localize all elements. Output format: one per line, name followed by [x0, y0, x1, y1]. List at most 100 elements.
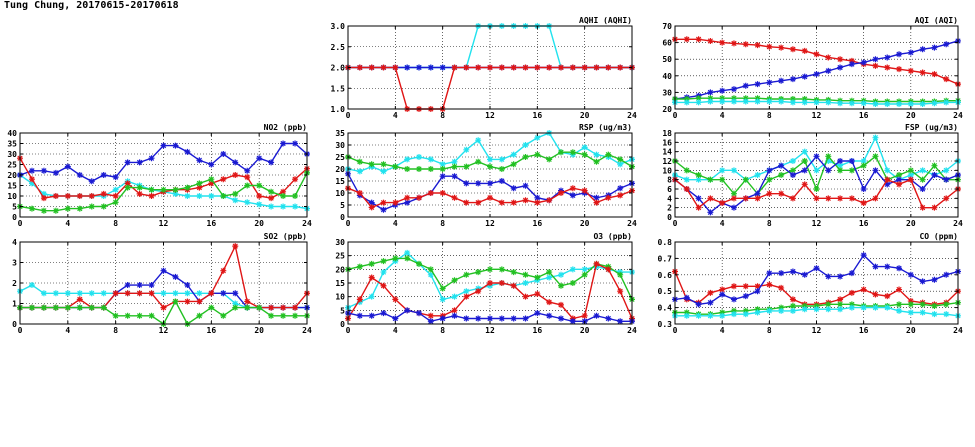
data-point-green — [40, 207, 47, 214]
data-point-red — [487, 64, 493, 71]
data-point-cyan — [754, 309, 761, 316]
data-point-cyan — [742, 311, 749, 318]
data-point-red — [801, 47, 808, 54]
data-point-cyan — [510, 151, 517, 158]
x-tick-label: 24 — [953, 326, 963, 335]
data-point-blue — [196, 157, 203, 164]
chart-title: CO (ppm) — [919, 232, 958, 241]
data-point-blue — [534, 194, 541, 201]
data-point-blue — [64, 163, 71, 170]
data-point-green — [569, 149, 576, 156]
data-point-red — [766, 281, 773, 288]
data-point-cyan — [683, 176, 690, 183]
x-tick-label: 8 — [113, 326, 118, 335]
data-point-green — [617, 156, 624, 163]
data-point-red — [848, 195, 855, 202]
x-tick-label: 8 — [440, 219, 445, 228]
data-point-red — [368, 204, 375, 211]
data-point-red — [232, 172, 239, 178]
data-point-green — [88, 203, 95, 210]
data-point-green — [52, 207, 59, 214]
data-point-blue — [695, 195, 702, 202]
data-point-blue — [475, 180, 482, 187]
x-tick-label: 12 — [485, 219, 495, 228]
data-point-red — [907, 298, 914, 305]
data-point-blue — [848, 158, 855, 164]
data-point-blue — [931, 172, 938, 178]
data-point-cyan — [742, 98, 749, 105]
data-point-green — [64, 304, 71, 311]
data-point-blue — [569, 192, 576, 199]
data-point-green — [730, 190, 737, 197]
data-point-green — [244, 304, 251, 311]
data-point-green — [510, 269, 517, 276]
data-point-green — [88, 304, 95, 311]
data-point-cyan — [801, 99, 808, 106]
data-point-cyan — [943, 311, 950, 318]
page-title: Tung Chung, 20170615-20170618 — [4, 0, 179, 11]
data-point-blue — [28, 167, 35, 174]
data-point-red — [695, 204, 702, 211]
data-point-green — [730, 95, 737, 102]
y-tick-label: 30 — [662, 88, 672, 97]
y-tick-label: 2.5 — [331, 43, 346, 52]
data-point-blue — [172, 273, 179, 280]
data-point-red — [356, 190, 363, 196]
data-point-green — [498, 266, 505, 273]
data-point-blue — [76, 172, 83, 178]
y-tick-label: 12 — [662, 157, 672, 166]
data-point-blue — [220, 290, 227, 297]
y-tick-label: 25 — [335, 153, 345, 162]
x-tick-label: 16 — [207, 219, 217, 228]
data-point-cyan — [872, 304, 879, 311]
x-tick-label: 0 — [673, 219, 678, 228]
y-tick-label: 5 — [12, 203, 17, 212]
x-tick-label: 20 — [580, 326, 590, 335]
data-point-blue — [439, 64, 446, 71]
x-tick-label: 16 — [533, 111, 543, 120]
y-tick-label: 1.0 — [331, 105, 346, 114]
x-tick-label: 16 — [859, 111, 869, 120]
data-point-green — [196, 312, 203, 319]
data-point-red — [848, 289, 855, 296]
data-point-green — [801, 96, 808, 103]
data-point-red — [546, 299, 553, 306]
data-point-green — [825, 153, 832, 160]
data-point-red — [872, 291, 879, 298]
data-point-cyan — [896, 307, 903, 314]
data-point-cyan — [232, 300, 239, 307]
data-point-blue — [451, 312, 458, 319]
y-tick-label: 16 — [662, 138, 672, 147]
data-point-red — [558, 301, 564, 308]
data-point-cyan — [558, 271, 564, 278]
data-point-green — [404, 255, 411, 262]
data-point-red — [220, 176, 227, 183]
data-point-cyan — [789, 307, 796, 314]
x-tick-label: 12 — [812, 326, 822, 335]
data-point-red — [522, 293, 529, 300]
data-point-blue — [848, 270, 855, 277]
data-point-blue — [368, 199, 375, 206]
data-point-red — [789, 195, 796, 202]
data-point-red — [124, 180, 131, 187]
data-point-cyan — [581, 144, 588, 151]
data-point-red — [100, 190, 107, 197]
data-point-blue — [872, 167, 879, 174]
data-point-blue — [801, 271, 808, 278]
data-point-cyan — [28, 180, 35, 187]
data-point-red — [707, 37, 714, 44]
x-tick-label: 16 — [859, 326, 869, 335]
x-tick-label: 0 — [18, 326, 23, 335]
data-point-green — [124, 312, 131, 319]
x-tick-label: 20 — [580, 111, 590, 120]
data-point-red — [451, 64, 458, 71]
data-point-green — [801, 158, 808, 164]
data-point-red — [742, 283, 749, 290]
data-point-green — [730, 307, 737, 314]
data-point-green — [605, 151, 612, 158]
data-point-red — [404, 194, 411, 201]
data-point-red — [558, 190, 564, 196]
data-point-red — [546, 197, 553, 204]
data-point-red — [825, 54, 832, 61]
